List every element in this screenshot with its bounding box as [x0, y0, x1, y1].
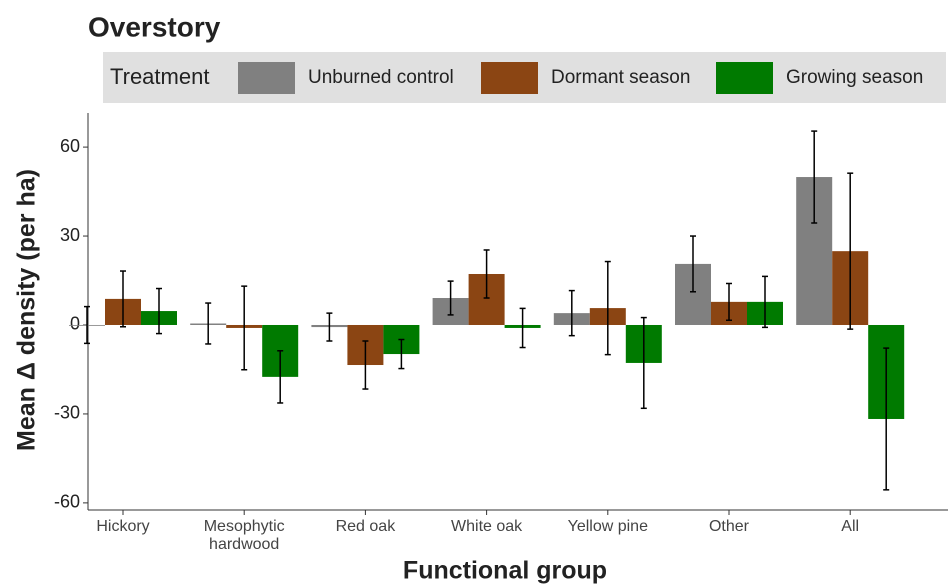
error-bar	[447, 280, 454, 316]
error-bar	[156, 287, 162, 335]
error-bar	[690, 235, 696, 293]
chart-title: Overstory	[88, 11, 221, 42]
error-bar	[847, 172, 854, 330]
x-tick-label: Yellow pine	[567, 518, 648, 535]
x-tick-label: Red oak	[335, 518, 396, 535]
legend-swatch	[716, 62, 773, 94]
y-tick-label: 60	[60, 136, 80, 156]
error-bar	[326, 312, 333, 342]
x-tick-label: All	[841, 518, 860, 535]
legend-label: Unburned control	[308, 67, 454, 88]
legend-swatch	[481, 62, 538, 94]
x-tick-label: Other	[708, 518, 749, 535]
legend-title: Treatment	[110, 64, 209, 89]
y-tick-label: 30	[60, 225, 80, 245]
x-tick-label: Hickory	[96, 518, 150, 535]
legend-swatch	[238, 62, 295, 94]
error-bar	[241, 285, 248, 371]
error-bar	[604, 260, 611, 356]
y-tick-label: -60	[54, 492, 80, 512]
error-bar	[483, 249, 490, 299]
error-bar	[811, 130, 818, 224]
legend-label: Growing season	[786, 67, 923, 88]
y-axis-label: Mean Δ density (per ha)	[13, 169, 41, 451]
y-tick-label: -30	[54, 403, 80, 423]
error-bar	[762, 275, 768, 329]
error-bar	[277, 350, 284, 404]
error-bar	[398, 338, 405, 370]
error-bar	[640, 316, 647, 410]
x-tick-label: Mesophytic hardwood	[203, 518, 285, 553]
error-bar	[84, 305, 90, 345]
error-bar	[726, 282, 732, 321]
x-axis-label: Functional group	[403, 557, 607, 585]
error-bar	[568, 289, 575, 337]
error-bar	[362, 340, 369, 390]
error-bar	[883, 347, 890, 491]
error-bar	[519, 307, 526, 349]
error-bar	[120, 270, 126, 328]
x-tick-label: White oak	[451, 518, 523, 535]
error-bar	[205, 302, 212, 345]
legend-label: Dormant season	[551, 67, 690, 88]
y-tick-label: 0	[70, 314, 80, 334]
